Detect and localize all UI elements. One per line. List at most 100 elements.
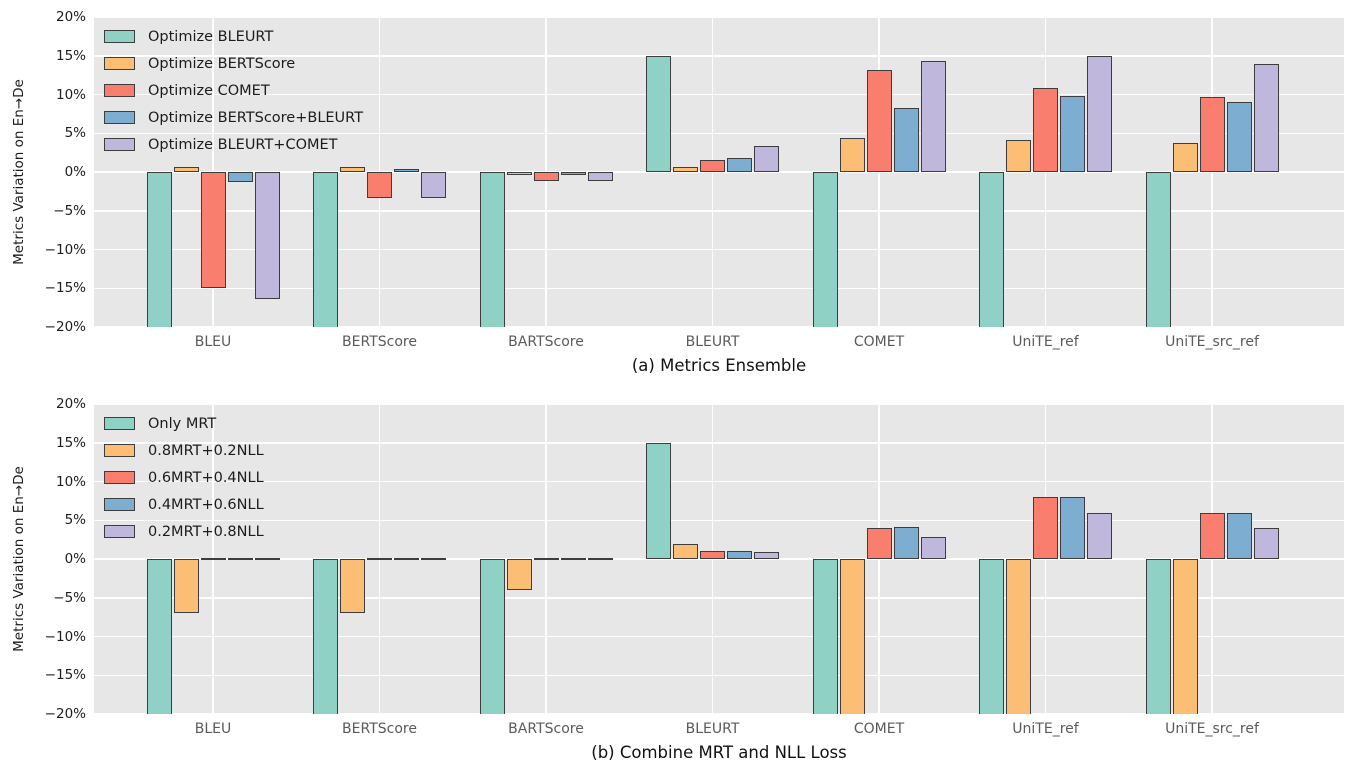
bar bbox=[479, 172, 505, 327]
y-tick-label: −20% bbox=[44, 706, 86, 722]
y-tick-label: 15% bbox=[55, 47, 86, 64]
bar bbox=[340, 166, 365, 172]
legend-item: Optimize BLEURT bbox=[104, 23, 363, 50]
chart-combine-mrt-nll: Metrics Variation on En→De 20% 15% 10% 5% 0%… bbox=[0, 387, 1346, 781]
legend-swatch-icon bbox=[104, 138, 135, 151]
x-tick-label: UniTE_ref bbox=[1012, 334, 1079, 350]
bar bbox=[254, 558, 280, 561]
legend-swatch-icon bbox=[104, 444, 135, 457]
x-tick-label: COMET bbox=[853, 334, 905, 350]
gridline bbox=[94, 93, 1344, 96]
gridline bbox=[94, 55, 1344, 57]
bar bbox=[1199, 512, 1225, 559]
x-tick-label: BARTScore bbox=[508, 721, 584, 737]
legend-swatch-icon bbox=[104, 57, 135, 70]
x-axis-ticks: BLEU BERTScore BARTScore BLEURT COMET UniTE_r… bbox=[94, 721, 1344, 741]
bar bbox=[754, 146, 779, 172]
legend-item: Optimize BERTScore+BLEURT bbox=[104, 104, 363, 131]
y-tick-label: −10% bbox=[44, 628, 86, 645]
bar bbox=[700, 159, 725, 172]
bar bbox=[560, 172, 586, 175]
x-tick-label: COMET bbox=[853, 721, 905, 737]
bar bbox=[146, 172, 172, 327]
bar bbox=[1226, 512, 1252, 559]
gridline bbox=[94, 404, 1344, 405]
bar bbox=[812, 172, 838, 327]
gridline bbox=[94, 713, 1344, 714]
legend-label: Optimize BLEURT+COMET bbox=[148, 136, 338, 153]
gridline bbox=[711, 404, 714, 714]
gridline bbox=[94, 558, 1344, 560]
gridline bbox=[94, 480, 1344, 483]
gridline bbox=[878, 404, 880, 714]
bar bbox=[727, 551, 752, 559]
bar bbox=[1226, 102, 1252, 172]
bar bbox=[1060, 96, 1085, 172]
bar bbox=[1006, 559, 1031, 714]
bar bbox=[367, 558, 392, 561]
chart-title: (b) Combine MRT and NLL Loss bbox=[591, 743, 847, 762]
x-tick-label: BERTScore bbox=[342, 334, 417, 350]
gridline bbox=[94, 132, 1344, 134]
x-tick-label: BLEURT bbox=[685, 334, 740, 350]
gridline bbox=[94, 674, 1344, 676]
y-axis-ticks: 20% 15% 10% 5% 0% −5% −10% −15% −20% bbox=[0, 9, 86, 335]
bar bbox=[421, 558, 446, 561]
y-tick-label: 15% bbox=[55, 434, 86, 451]
legend-label: Optimize COMET bbox=[148, 82, 270, 99]
y-axis-ticks: 20% 15% 10% 5% 0% −5% −10% −15% −20% bbox=[0, 396, 86, 722]
legend-swatch-icon bbox=[104, 417, 135, 430]
bar bbox=[839, 137, 865, 172]
gridline bbox=[711, 17, 714, 327]
y-tick-label: 10% bbox=[55, 86, 86, 103]
bar bbox=[146, 559, 172, 714]
bar bbox=[200, 558, 226, 561]
x-axis-ticks: BLEU BERTScore BARTScore BLEURT COMET UniTE_r… bbox=[94, 334, 1344, 354]
bar bbox=[1172, 559, 1198, 714]
bar bbox=[227, 558, 253, 561]
gridline bbox=[94, 287, 1344, 289]
bar bbox=[367, 172, 392, 199]
bar bbox=[1145, 559, 1171, 714]
bar bbox=[313, 172, 338, 327]
bar bbox=[1087, 55, 1112, 172]
legend-swatch-icon bbox=[104, 111, 135, 124]
legend-swatch-icon bbox=[104, 498, 135, 511]
y-tick-label: 20% bbox=[55, 396, 86, 412]
bar bbox=[1172, 142, 1198, 172]
bar bbox=[173, 166, 199, 172]
bar bbox=[587, 558, 613, 561]
x-tick-label: BLEU bbox=[194, 334, 232, 350]
bar bbox=[200, 172, 226, 289]
bar bbox=[1253, 64, 1279, 172]
y-tick-label: 5% bbox=[64, 125, 86, 142]
bar bbox=[979, 172, 1004, 327]
gridline bbox=[94, 171, 1344, 173]
y-tick-label: 5% bbox=[64, 512, 86, 529]
plot-area: Optimize BLEURT Optimize BERTScore Optimiz… bbox=[94, 17, 1344, 327]
y-tick-label: 0% bbox=[64, 551, 86, 567]
x-tick-label: BLEU bbox=[194, 721, 232, 737]
gridline bbox=[94, 17, 1344, 18]
bar bbox=[1087, 512, 1112, 559]
bar bbox=[700, 551, 725, 559]
y-tick-label: −5% bbox=[53, 202, 86, 219]
bar bbox=[1145, 172, 1171, 327]
x-tick-label: UniTE_src_ref bbox=[1165, 334, 1259, 350]
legend-item: 0.6MRT+0.4NLL bbox=[104, 464, 264, 491]
legend-swatch-icon bbox=[104, 30, 135, 43]
plot-area: Only MRT 0.8MRT+0.2NLL 0.6MRT+0.4NLL 0.4MRT… bbox=[94, 404, 1344, 714]
legend-item: 0.4MRT+0.6NLL bbox=[104, 491, 264, 518]
bar bbox=[920, 61, 946, 172]
gridline bbox=[1044, 17, 1047, 327]
bar bbox=[646, 442, 671, 559]
y-tick-label: −15% bbox=[44, 667, 86, 684]
bar bbox=[421, 172, 446, 198]
bar bbox=[727, 158, 752, 172]
legend: Optimize BLEURT Optimize BERTScore Optimiz… bbox=[104, 23, 363, 158]
legend-item: 0.2MRT+0.8NLL bbox=[104, 518, 264, 545]
legend-swatch-icon bbox=[104, 525, 135, 538]
x-tick-label: UniTE_ref bbox=[1012, 721, 1079, 737]
bar bbox=[866, 528, 892, 559]
